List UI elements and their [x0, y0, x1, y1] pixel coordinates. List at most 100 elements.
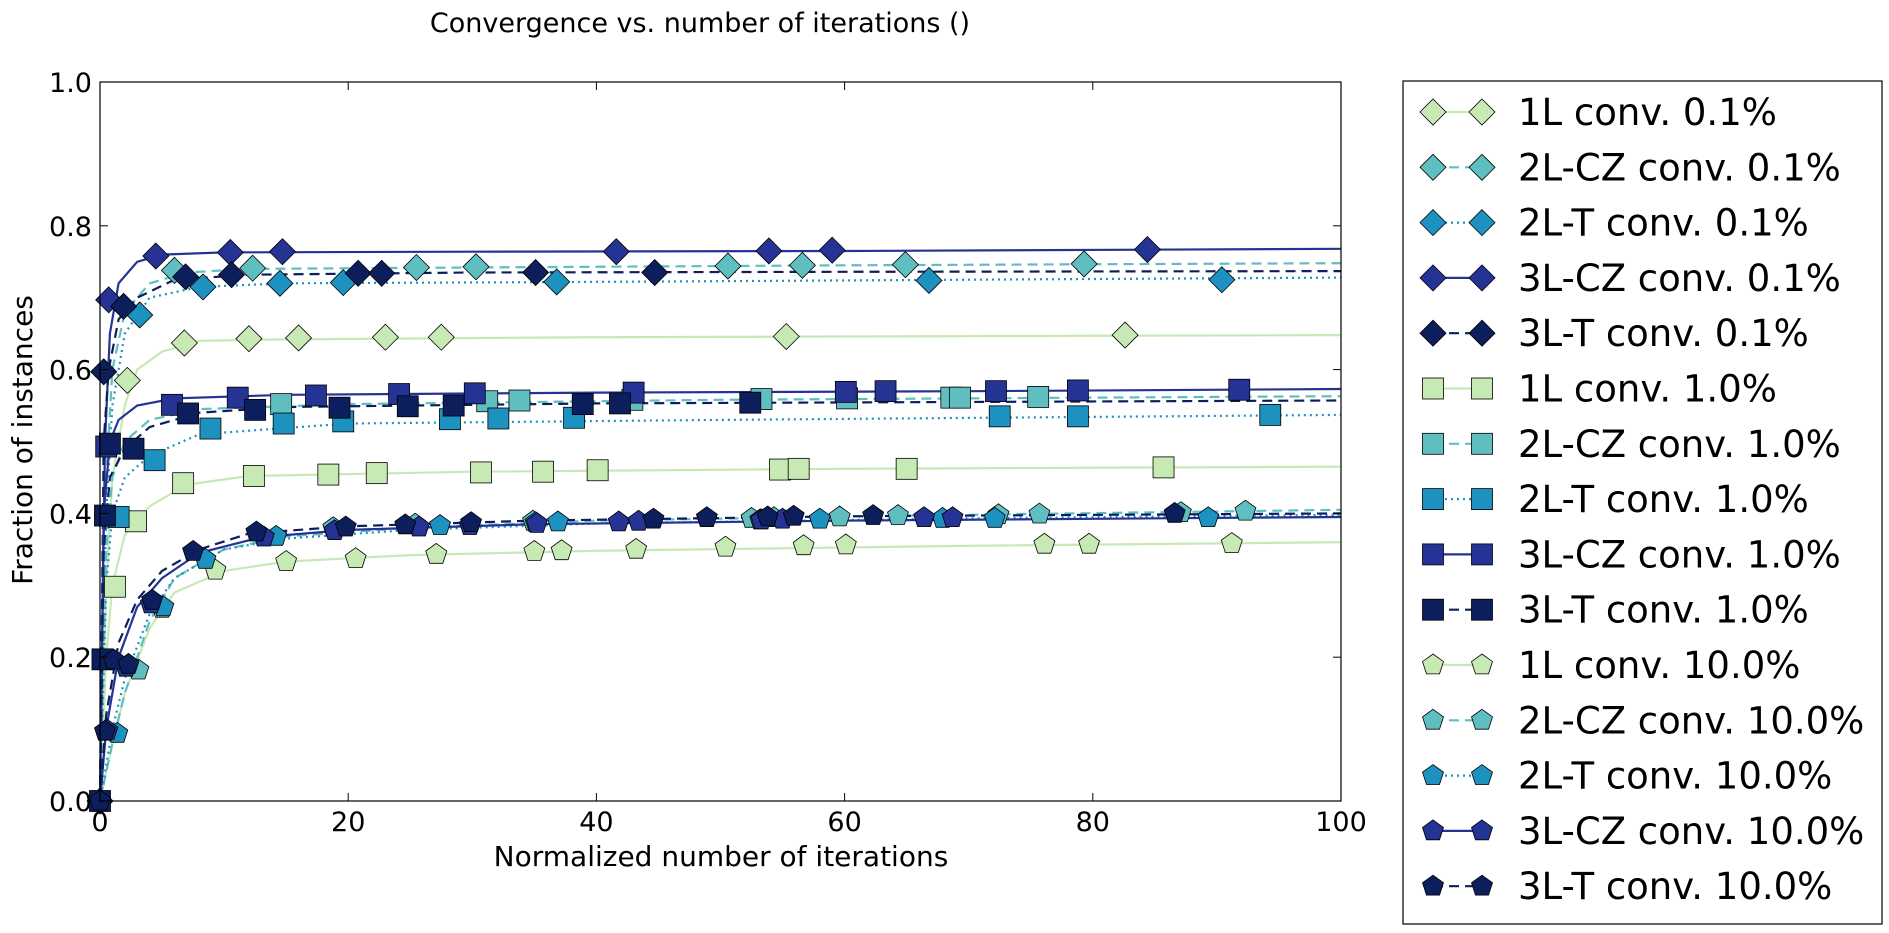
legend-label: 3L-CZ conv. 10.0% — [1518, 810, 1864, 853]
legend-entry-1l-conv-1-0: 1L conv. 1.0% — [1422, 368, 1777, 411]
legend-marker-left — [1422, 819, 1444, 841]
series-point-3l-cz-conv-0-1-7 — [1133, 235, 1161, 264]
legend-label: 2L-T conv. 10.0% — [1518, 755, 1832, 798]
series-point-3l-t-conv-1-0-12 — [739, 391, 762, 414]
series-point-3l-t-conv-10-0-11 — [695, 506, 718, 527]
legend-marker-right — [1468, 264, 1496, 292]
series-line-1l-conv-1-0 — [98, 465, 1341, 802]
series-point-1l-conv-1-0-3 — [242, 465, 265, 487]
series-point-2l-cz-conv-1-0-7 — [949, 386, 971, 409]
series-point-2l-cz-conv-0-1-4 — [714, 252, 742, 280]
legend-marker-right — [1468, 153, 1496, 181]
series-point-1l-conv-0-1-0 — [113, 366, 141, 394]
legend-label: 2L-CZ conv. 10.0% — [1518, 699, 1864, 742]
series-point-3l-t-conv-1-0-2 — [94, 504, 116, 527]
legend-entry-3l-cz-conv-10-0: 3L-CZ conv. 10.0% — [1422, 810, 1864, 853]
series-point-3l-cz-conv-1-0-5 — [463, 382, 486, 405]
legend-entry-2l-cz-conv-0-1: 2L-CZ conv. 0.1% — [1419, 146, 1841, 189]
series-point-2l-cz-conv-0-1-1 — [239, 254, 267, 282]
legend-marker-right — [1471, 764, 1493, 785]
series-point-3l-t-conv-10-0-12 — [756, 505, 779, 527]
legend-label: 1L conv. 0.1% — [1518, 91, 1777, 134]
legend-entry-1l-conv-0-1: 1L conv. 0.1% — [1419, 91, 1777, 134]
series-point-3l-cz-conv-10-0-13 — [941, 506, 964, 527]
series-point-2l-t-conv-10-0-8 — [808, 507, 831, 529]
series-point-2l-t-conv-10-0-6 — [547, 510, 569, 532]
series-point-1l-conv-1-0-9 — [769, 458, 791, 481]
y-tick-label: 0.8 — [49, 212, 92, 243]
series-point-2l-cz-conv-0-1-2 — [402, 253, 431, 282]
series-point-1l-conv-1-0-6 — [470, 461, 492, 484]
legend-marker-left — [1419, 264, 1447, 292]
legend-entry-2l-cz-conv-10-0: 2L-CZ conv. 10.0% — [1422, 699, 1864, 742]
series-point-1l-conv-0-1-3 — [284, 324, 313, 352]
legend-marker-right — [1468, 98, 1496, 126]
chart-title: Convergence vs. number of iterations () — [430, 8, 970, 39]
series-point-3l-cz-conv-0-1-5 — [755, 237, 783, 265]
series-point-3l-t-conv-10-0-8 — [394, 513, 417, 535]
legend-entry-2l-t-conv-0-1: 2L-T conv. 0.1% — [1419, 202, 1809, 245]
series-point-1l-conv-10-0-4 — [425, 542, 448, 564]
y-axis-label: Fraction of instances — [6, 295, 39, 585]
legend-entry-3l-t-conv-10-0: 3L-T conv. 10.0% — [1422, 865, 1832, 908]
legend-marker-left — [1422, 708, 1444, 730]
series-point-3l-t-conv-10-0-6 — [245, 520, 268, 542]
legend-label: 3L-T conv. 0.1% — [1518, 312, 1809, 355]
legend-label: 2L-CZ conv. 0.1% — [1518, 146, 1841, 189]
series-point-3l-t-conv-1-0-11 — [609, 392, 631, 415]
series-point-3l-t-conv-10-0-3 — [117, 652, 140, 674]
series-point-1l-conv-10-0-10 — [834, 533, 857, 555]
legend-label: 3L-T conv. 10.0% — [1518, 865, 1832, 908]
series-line-2l-t-conv-1-0 — [98, 413, 1341, 802]
series-point-1l-conv-10-0-6 — [550, 539, 573, 561]
series-point-3l-cz-conv-10-0-7 — [525, 512, 548, 533]
series-point-2l-t-conv-1-0-10 — [1259, 403, 1282, 426]
series-point-1l-conv-10-0-2 — [275, 550, 298, 571]
series-point-2l-cz-conv-10-0-7 — [887, 504, 909, 525]
series-line-2l-cz-conv-0-1 — [98, 262, 1341, 802]
legend-marker-right — [1471, 488, 1493, 511]
series-point-1l-conv-1-0-11 — [895, 457, 918, 480]
series-point-3l-cz-conv-0-1-6 — [818, 236, 846, 264]
legend: 1L conv. 0.1% 2L-CZ conv. 0.1% 2L-T conv. … — [1402, 80, 1883, 925]
x-tick-label: 20 — [331, 807, 365, 838]
series-point-3l-t-conv-0-1-2 — [110, 292, 138, 320]
series-point-1l-conv-1-0-5 — [365, 462, 388, 485]
series-point-2l-t-conv-0-1-6 — [1208, 266, 1236, 294]
x-tick-label: 80 — [1076, 807, 1110, 838]
x-tick-label: 40 — [579, 807, 613, 838]
legend-marker-left — [1422, 488, 1444, 511]
legend-marker-right — [1471, 708, 1493, 730]
legend-label: 2L-CZ conv. 1.0% — [1518, 423, 1841, 466]
series-point-2l-t-conv-0-1-1 — [189, 273, 217, 301]
axes: 0 20 40 60 80 100 0.0 0.2 0.4 0.6 0.8 1.0 — [49, 68, 1367, 838]
series-point-3l-cz-conv-0-1-3 — [268, 238, 296, 266]
series-point-2l-t-conv-10-0-11 — [1197, 506, 1220, 527]
legend-marker-left — [1422, 598, 1444, 621]
series-point-3l-t-conv-1-0-8 — [396, 395, 419, 418]
legend-marker-left — [1422, 377, 1444, 400]
legend-entry-2l-t-conv-1-0: 2L-T conv. 1.0% — [1422, 478, 1809, 521]
series-point-2l-t-conv-1-0-2 — [199, 417, 222, 440]
series-point-2l-cz-conv-1-0-0 — [270, 393, 293, 416]
legend-marker-right — [1471, 543, 1493, 566]
series-point-3l-t-conv-0-1-3 — [172, 263, 200, 291]
y-tick-label: 1.0 — [49, 68, 92, 99]
series-line-2l-t-conv-0-1 — [98, 276, 1341, 802]
y-tick-label: 0.6 — [49, 356, 92, 387]
legend-entry-2l-cz-conv-1-0: 2L-CZ conv. 1.0% — [1422, 423, 1841, 466]
series-point-3l-t-conv-0-1-6 — [368, 259, 396, 287]
legend-marker-right — [1471, 432, 1493, 455]
series-point-3l-t-conv-10-0-9 — [460, 511, 482, 532]
legend-marker-left — [1419, 319, 1447, 347]
series-point-2l-cz-conv-10-0-6 — [828, 505, 851, 527]
legend-marker-right — [1468, 209, 1496, 237]
series-point-3l-cz-conv-10-0-8 — [607, 510, 630, 532]
legend-marker-right — [1468, 319, 1496, 347]
legend-marker-left — [1422, 543, 1444, 566]
series-point-2l-cz-conv-1-0-2 — [508, 389, 531, 412]
legend-label: 2L-T conv. 0.1% — [1518, 202, 1809, 245]
legend-marker-left — [1422, 874, 1444, 896]
series-point-3l-cz-conv-0-1-2 — [216, 238, 244, 266]
series-point-3l-cz-conv-1-0-10 — [1067, 379, 1089, 402]
